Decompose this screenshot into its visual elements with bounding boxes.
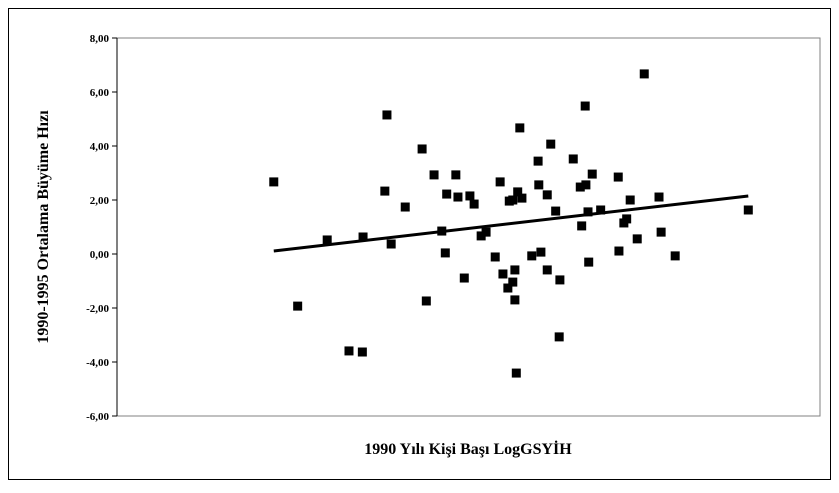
y-tick-label: -2,00 — [86, 303, 109, 315]
scatter-point — [515, 123, 525, 133]
scatter-point — [440, 248, 450, 258]
scatter-point — [670, 251, 680, 261]
scatter-point — [632, 234, 642, 244]
scatter-point — [536, 247, 546, 257]
y-tick-label: 2,00 — [90, 195, 110, 207]
scatter-point — [293, 301, 303, 311]
scatter-point — [583, 207, 593, 217]
scatter-point — [622, 214, 632, 224]
scatter-point — [551, 206, 561, 216]
scatter-point — [654, 192, 664, 202]
scatter-point — [380, 186, 390, 196]
scatter-point — [429, 170, 439, 180]
scatter-point — [527, 251, 537, 261]
scatter-point — [508, 277, 518, 287]
trendline — [273, 194, 749, 253]
scatter-point — [581, 180, 591, 190]
scatter-point — [510, 295, 520, 305]
y-tick-label: 4,00 — [90, 141, 110, 153]
scatter-point — [577, 221, 587, 231]
scatter-point — [469, 199, 479, 209]
x-axis-label: 1990 Yılı Kişi Başı LogGSYİH — [364, 439, 572, 458]
scatter-point — [453, 192, 463, 202]
scatter-point — [534, 180, 544, 190]
scatter-point — [568, 154, 578, 164]
scatter-point — [625, 195, 635, 205]
scatter-point — [400, 202, 410, 212]
scatter-point — [503, 283, 513, 293]
scatter-point — [508, 195, 518, 205]
scatter-point — [533, 156, 543, 166]
scatter-point — [542, 190, 552, 200]
scatter-point — [465, 191, 475, 201]
scatter-point — [596, 205, 606, 215]
y-tick-label: 0,00 — [90, 249, 110, 261]
scatter-point — [498, 269, 508, 279]
scatter-point — [382, 110, 392, 120]
y-tick-label: -4,00 — [86, 357, 109, 369]
y-tick-label: -6,00 — [86, 411, 109, 423]
scatter-point — [584, 257, 594, 267]
scatter-point — [451, 170, 461, 180]
scatter-point — [555, 275, 565, 285]
scatter-point — [386, 239, 396, 249]
y-axis-label: 1990-1995 Ortalama Büyüme Hızı — [35, 110, 52, 344]
scatter-point — [490, 252, 500, 262]
scatter-point — [322, 235, 332, 245]
scatter-point — [575, 182, 585, 192]
scatter-point — [639, 69, 649, 79]
scatter-point — [546, 139, 556, 149]
scatter-point — [442, 189, 452, 199]
scatter-point — [656, 227, 666, 237]
scatter-point — [357, 347, 367, 357]
y-tick-label: 8,00 — [90, 33, 110, 45]
scatter-point — [511, 368, 521, 378]
scatter-point — [513, 187, 523, 197]
scatter-point — [587, 169, 597, 179]
scatter-point — [580, 101, 590, 111]
scatter-point — [476, 231, 486, 241]
scatter-point — [613, 172, 623, 182]
scatter-point — [269, 177, 279, 187]
scatter-point — [417, 144, 427, 154]
scatter-point — [517, 193, 527, 203]
scatter-point — [495, 177, 505, 187]
scatter-point — [421, 296, 431, 306]
scatter-point — [459, 273, 469, 283]
scatter-point — [358, 232, 368, 242]
scatter-point — [743, 205, 753, 215]
scatter-point — [614, 246, 624, 256]
scatter-point — [510, 265, 520, 275]
scatter-point — [344, 346, 354, 356]
scatter-point — [554, 332, 564, 342]
y-tick-label: 6,00 — [90, 87, 110, 99]
scatter-point — [542, 265, 552, 275]
scatter-point — [481, 227, 491, 237]
chart-frame — [8, 8, 831, 480]
